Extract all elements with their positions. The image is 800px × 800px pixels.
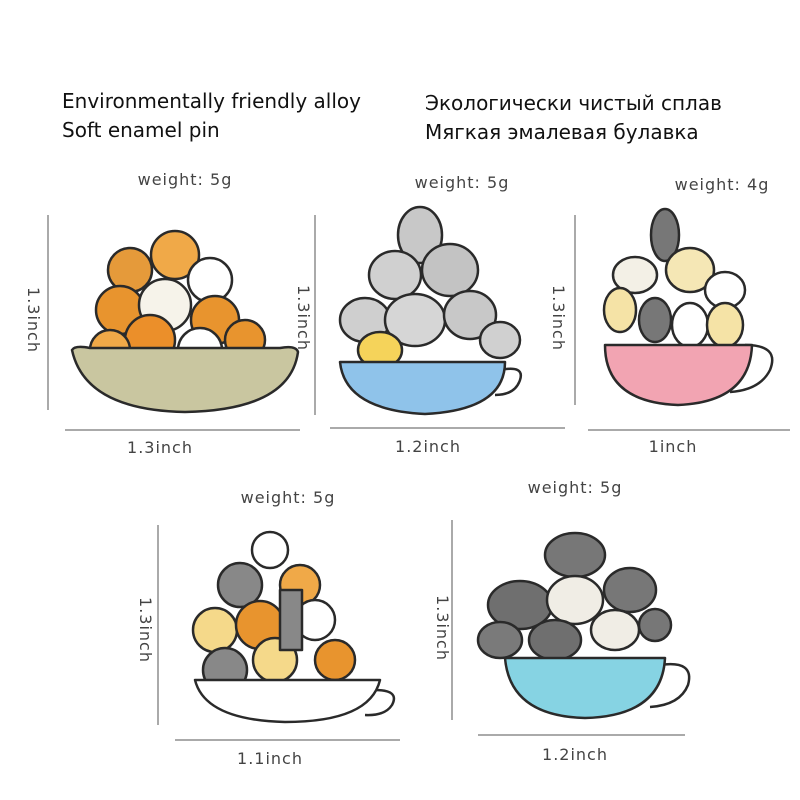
height-label: 1.3inch bbox=[433, 595, 452, 661]
pin-cats bbox=[191, 530, 396, 724]
weight-label: weight: 5g bbox=[528, 478, 623, 497]
heading-ru: Мягкая эмалевая булавка bbox=[425, 120, 699, 144]
width-label: 1.2inch bbox=[542, 745, 608, 764]
height-label: 1.3inch bbox=[136, 597, 155, 663]
weight-label: weight: 5g bbox=[415, 173, 510, 192]
height-label: 1.3inch bbox=[24, 287, 43, 353]
width-label: 1.1inch bbox=[237, 749, 303, 768]
pin-hedgehogs bbox=[476, 531, 691, 720]
pin-bears bbox=[70, 229, 300, 414]
height-label: 1.3inch bbox=[549, 285, 568, 351]
pin-rabbits bbox=[602, 207, 774, 407]
pin-penguins bbox=[338, 205, 523, 416]
width-label: 1inch bbox=[649, 437, 698, 456]
weight-label: weight: 4g bbox=[675, 175, 770, 194]
heading-en: Soft enamel pin bbox=[62, 118, 220, 142]
weight-label: weight: 5g bbox=[138, 170, 233, 189]
heading-ru: Экологически чистый сплав bbox=[425, 91, 722, 115]
width-label: 1.3inch bbox=[127, 438, 193, 457]
height-label: 1.3inch bbox=[294, 285, 313, 351]
weight-label: weight: 5g bbox=[241, 488, 336, 507]
width-label: 1.2inch bbox=[395, 437, 461, 456]
heading-en: Environmentally friendly alloy bbox=[62, 89, 361, 113]
